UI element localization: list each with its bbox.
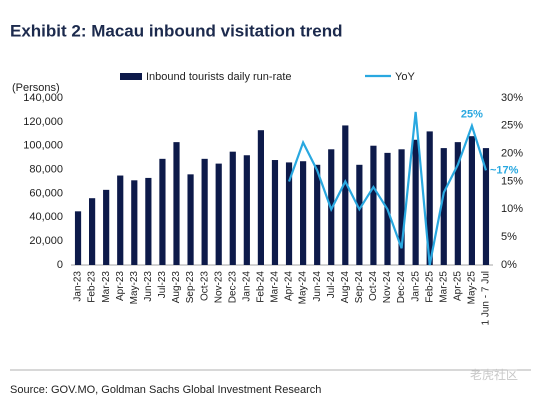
bar: [271, 160, 279, 265]
x-tick-label: Apr-24: [284, 271, 295, 301]
bar: [117, 175, 124, 265]
y-tick-label: 100,000: [23, 140, 63, 152]
y2-tick-label: 30%: [501, 92, 523, 104]
x-tick-label: Dec-23: [227, 271, 238, 304]
legend-swatch: [120, 73, 142, 80]
y2-tick-label: 10%: [501, 203, 523, 215]
x-tick-label: Mar-25: [438, 271, 449, 303]
x-tick-label: Oct-24: [368, 271, 379, 301]
x-tick-label: Apr-25: [452, 271, 463, 301]
y-axis-label: (Persons): [12, 82, 60, 94]
x-tick-label: May-25: [467, 271, 478, 305]
watermark: 老虎社区: [470, 367, 518, 382]
bar: [412, 139, 419, 265]
data-label: ~17%: [490, 164, 519, 176]
x-tick-label: Jun-24: [312, 271, 323, 302]
bar: [468, 136, 475, 265]
bar: [426, 131, 433, 265]
bar: [187, 174, 194, 265]
bar: [398, 149, 405, 265]
x-tick-label: Nov-24: [382, 271, 393, 304]
bar: [454, 142, 461, 265]
y-tick-label: 140,000: [23, 92, 63, 104]
bar: [314, 164, 321, 265]
x-tick-label: Sep-23: [185, 271, 196, 304]
bar: [215, 163, 222, 265]
x-tick-label: Nov-23: [213, 271, 224, 304]
bar: [243, 155, 250, 265]
line: [287, 111, 488, 266]
data-label: 25%: [461, 109, 483, 121]
legend-label: Inbound tourists daily run-rate: [146, 71, 292, 83]
bar: [74, 211, 82, 265]
x-tick-label: Feb-23: [87, 271, 98, 303]
bar: [89, 198, 96, 265]
bar: [285, 162, 293, 265]
bar: [173, 142, 180, 265]
y2-tick-label: 15%: [501, 175, 523, 187]
bar: [103, 189, 110, 265]
bar: [201, 158, 208, 265]
y-tick-label: 40,000: [29, 211, 63, 223]
bar: [229, 151, 236, 265]
x-tick-label: Aug-23: [171, 271, 182, 304]
y2-tick-label: 0%: [501, 259, 517, 271]
bar: [300, 161, 307, 265]
x-tick-label: Jan-25: [410, 271, 421, 302]
x-tick-label: Feb-24: [256, 271, 267, 303]
x-tick-label: Jan-23: [73, 271, 84, 302]
x-tick-label: Oct-23: [199, 271, 210, 301]
y-tick-label: 60,000: [29, 187, 63, 199]
legend-label: YoY: [395, 71, 415, 83]
x-tick-label: Mar-24: [270, 271, 281, 303]
x-tick-label: Jan-24: [241, 271, 252, 302]
x-tick-label: Sep-24: [354, 271, 365, 304]
bar: [131, 180, 138, 265]
x-tick-label: May-24: [298, 271, 309, 305]
source: Source: GOV.MO, Goldman Sachs Global Inv…: [10, 384, 321, 396]
x-tick-label: May-23: [129, 271, 140, 305]
y2-tick-label: 20%: [501, 148, 523, 160]
x-tick-label: Mar-23: [101, 271, 112, 303]
bar: [482, 148, 490, 265]
x-tick-label: Apr-23: [115, 271, 126, 301]
bar: [356, 164, 363, 265]
y2-tick-label: 25%: [501, 120, 523, 132]
bar: [440, 148, 447, 265]
y-tick-label: 80,000: [29, 163, 63, 175]
x-tick-label: Jun-23: [143, 271, 154, 302]
y2-tick-label: 5%: [501, 231, 517, 243]
y-tick-label: 120,000: [23, 116, 63, 128]
y-tick-label: 0: [57, 259, 63, 271]
x-tick-label: Dec-24: [396, 271, 407, 304]
bar: [257, 130, 264, 265]
bar: [342, 125, 349, 265]
x-tick-label: Jul-23: [157, 271, 168, 299]
bar: [159, 158, 166, 265]
bar: [370, 145, 377, 265]
x-tick-label: Aug-24: [340, 271, 351, 304]
bar: [145, 177, 152, 265]
x-tick-label: Jul-24: [326, 271, 337, 299]
x-tick-label: Feb-25: [424, 271, 435, 303]
y-tick-label: 20,000: [29, 235, 63, 247]
x-tick-label: 1 Jun - 7 Jul: [481, 271, 492, 325]
chart-title: Exhibit 2: Macau inbound visitation tren…: [10, 21, 342, 40]
